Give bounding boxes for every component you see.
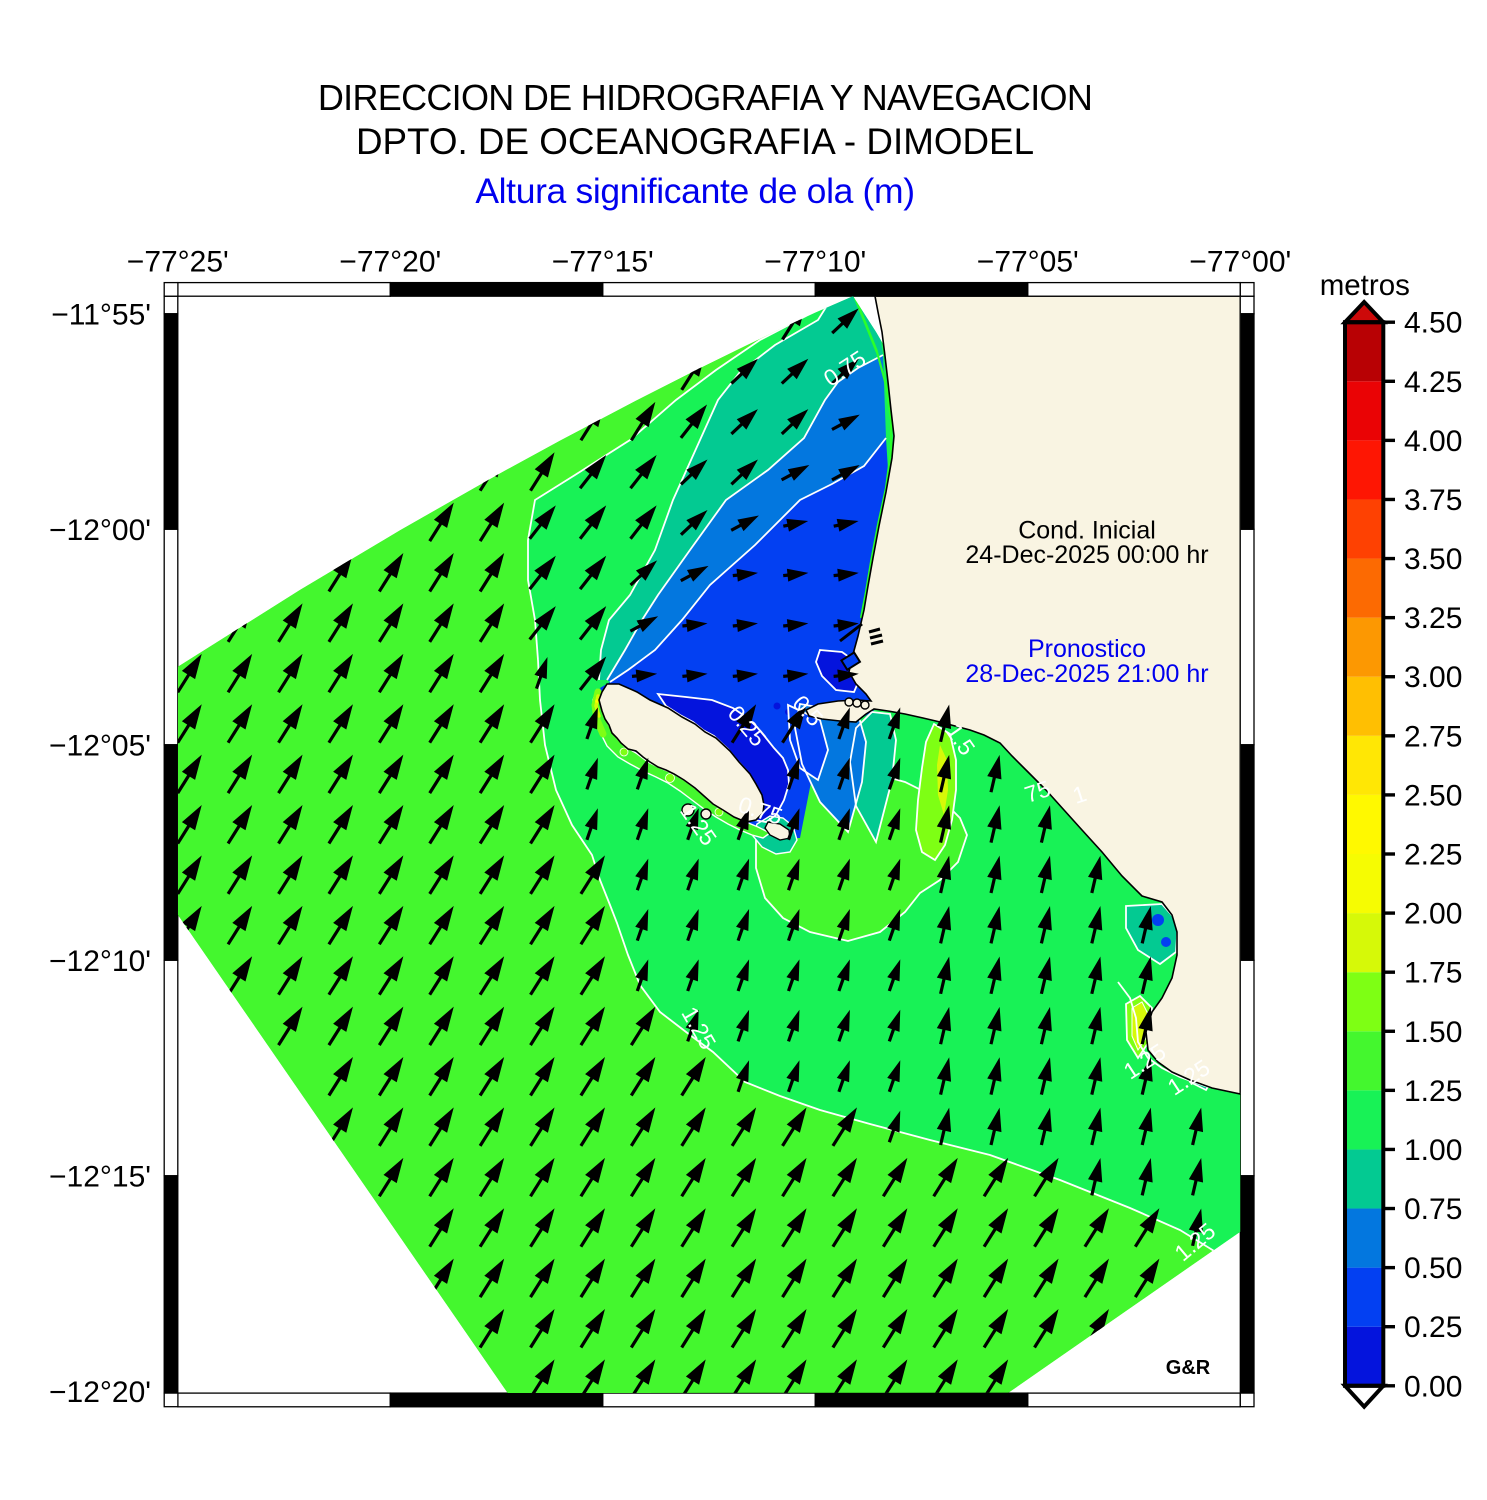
svg-text:metros: metros <box>1320 269 1410 302</box>
svg-text:G&R: G&R <box>1166 1357 1211 1379</box>
svg-text:−12°05': −12°05' <box>49 729 151 762</box>
svg-text:Altura significante de ola (m): Altura significante de ola (m) <box>475 171 914 211</box>
svg-text:−77°15': −77°15' <box>552 246 654 279</box>
svg-text:2.75: 2.75 <box>1404 720 1462 753</box>
svg-text:1.00: 1.00 <box>1404 1134 1462 1167</box>
svg-text:0.25: 0.25 <box>1404 1311 1462 1344</box>
svg-text:3.25: 3.25 <box>1404 602 1462 635</box>
svg-text:3.00: 3.00 <box>1404 661 1462 694</box>
svg-text:−11°55': −11°55' <box>51 298 151 331</box>
svg-text:2.25: 2.25 <box>1404 839 1462 872</box>
svg-text:24-Dec-2025 00:00 hr: 24-Dec-2025 00:00 hr <box>965 541 1208 569</box>
svg-text:−77°20': −77°20' <box>339 246 441 279</box>
svg-text:−12°00': −12°00' <box>49 514 151 547</box>
svg-text:1.75: 1.75 <box>1404 957 1462 990</box>
svg-text:0.50: 0.50 <box>1404 1252 1462 1285</box>
svg-text:4.00: 4.00 <box>1404 425 1462 458</box>
svg-text:3.50: 3.50 <box>1404 543 1462 576</box>
svg-text:−77°05': −77°05' <box>977 246 1079 279</box>
svg-text:Cond. Inicial: Cond. Inicial <box>1018 517 1156 545</box>
svg-text:0.75: 0.75 <box>1404 1193 1462 1226</box>
svg-text:DIRECCION DE HIDROGRAFIA Y NAV: DIRECCION DE HIDROGRAFIA Y NAVEGACION <box>318 77 1092 118</box>
svg-text:−12°15': −12°15' <box>49 1160 151 1193</box>
svg-text:4.25: 4.25 <box>1404 366 1462 399</box>
svg-text:−12°20': −12°20' <box>49 1376 151 1409</box>
svg-text:4.50: 4.50 <box>1404 307 1462 340</box>
svg-text:1.25: 1.25 <box>1404 1075 1462 1108</box>
svg-text:2.00: 2.00 <box>1404 898 1462 931</box>
svg-text:2.50: 2.50 <box>1404 779 1462 812</box>
svg-text:0.00: 0.00 <box>1404 1370 1462 1403</box>
svg-text:−77°25': −77°25' <box>127 246 229 279</box>
svg-text:Pronostico: Pronostico <box>1028 635 1146 663</box>
svg-text:1.50: 1.50 <box>1404 1016 1462 1049</box>
svg-text:DPTO. DE OCEANOGRAFIA - DIMODE: DPTO. DE OCEANOGRAFIA - DIMODEL <box>356 121 1034 162</box>
svg-text:28-Dec-2025 21:00 hr: 28-Dec-2025 21:00 hr <box>965 660 1208 688</box>
svg-text:3.75: 3.75 <box>1404 484 1462 517</box>
svg-text:−77°00': −77°00' <box>1189 246 1291 279</box>
svg-text:−12°10': −12°10' <box>49 945 151 978</box>
svg-text:−77°10': −77°10' <box>764 246 866 279</box>
